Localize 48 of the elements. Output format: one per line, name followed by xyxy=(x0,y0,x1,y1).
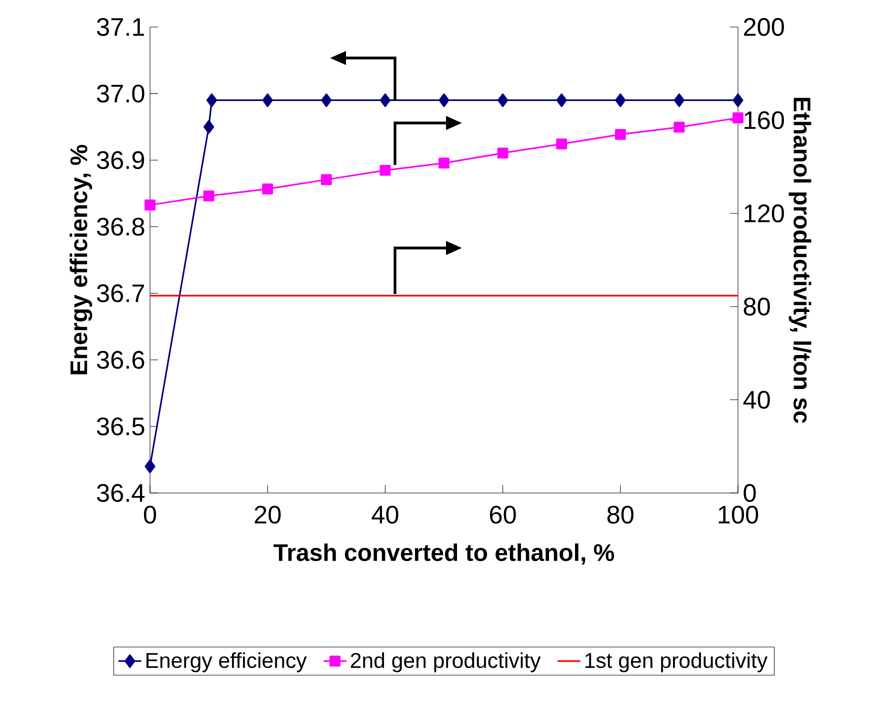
point xyxy=(497,148,508,159)
y2-tick-label: 0 xyxy=(744,484,756,502)
point xyxy=(498,93,508,108)
y-tick-label: 36.5 xyxy=(96,417,144,436)
point xyxy=(206,93,218,108)
y-tick-label: 37.0 xyxy=(96,84,144,103)
x-tick-label: 60 xyxy=(490,506,516,524)
point xyxy=(204,120,214,134)
y-tick-label: 36.9 xyxy=(96,151,144,170)
y-tick-label: 36.6 xyxy=(96,350,144,369)
point xyxy=(144,460,156,474)
point xyxy=(674,93,684,108)
point xyxy=(262,93,273,108)
legend-label: 1st gen productivity xyxy=(585,652,768,672)
point xyxy=(380,164,391,176)
x-tick-label: 0 xyxy=(144,506,156,524)
y2-tick-label: 160 xyxy=(744,111,784,130)
point xyxy=(438,93,450,108)
y-axis-title: Energy efficiency, % xyxy=(70,144,92,374)
y-tick-label: 36.7 xyxy=(96,284,144,302)
point xyxy=(556,93,567,108)
y2-axis-title: Ethanol productivity, l/ton sc xyxy=(788,98,812,424)
point xyxy=(320,174,332,186)
y2-tick-label: 40 xyxy=(743,390,770,409)
point xyxy=(380,93,390,108)
y-tick-label: 36.4 xyxy=(96,484,145,502)
y2-tick-label: 200 xyxy=(744,18,784,36)
point xyxy=(674,122,685,133)
y-tick-label: 37.1 xyxy=(96,18,144,36)
legend-label: Energy efficiency xyxy=(146,652,307,672)
point xyxy=(614,128,626,140)
point xyxy=(615,93,626,108)
x-tick-label: 20 xyxy=(254,506,281,524)
legend-label: 2nd gen productivity xyxy=(350,652,541,672)
point xyxy=(203,190,214,202)
point xyxy=(144,200,156,210)
y2-tick-label: 80 xyxy=(744,298,770,316)
x-tick-label: 100 xyxy=(718,506,758,524)
point xyxy=(321,93,332,108)
x-tick-label: 80 xyxy=(607,506,634,524)
point xyxy=(438,158,450,169)
x-tick-label: 40 xyxy=(372,506,398,524)
y-tick-label: 36.8 xyxy=(96,218,144,236)
point xyxy=(732,112,744,124)
x-axis-title: Trash converted to ethanol, % xyxy=(274,543,614,565)
point xyxy=(262,183,274,194)
point xyxy=(556,138,568,150)
y2-tick-label: 120 xyxy=(744,204,784,222)
